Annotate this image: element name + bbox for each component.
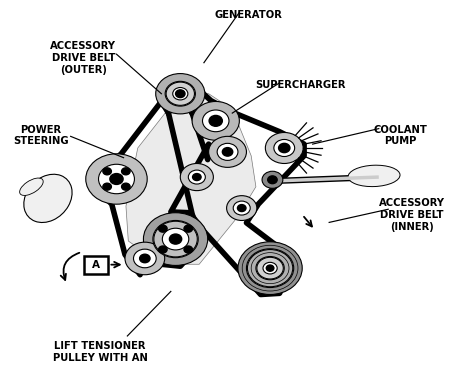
Ellipse shape — [24, 174, 72, 223]
Circle shape — [184, 246, 192, 253]
Circle shape — [140, 254, 150, 263]
Circle shape — [268, 176, 277, 184]
Circle shape — [227, 196, 257, 221]
Circle shape — [110, 173, 123, 184]
Ellipse shape — [19, 178, 43, 195]
Text: ACCESSORY
DRIVE BELT
(OUTER): ACCESSORY DRIVE BELT (OUTER) — [50, 41, 117, 75]
Circle shape — [188, 170, 205, 184]
Circle shape — [184, 225, 192, 232]
FancyBboxPatch shape — [84, 256, 109, 273]
Circle shape — [256, 256, 284, 280]
Circle shape — [144, 213, 208, 265]
Circle shape — [237, 205, 246, 212]
Circle shape — [217, 143, 238, 160]
Text: POWER
STEERING: POWER STEERING — [13, 125, 69, 146]
Circle shape — [202, 110, 229, 132]
Circle shape — [257, 257, 283, 279]
Circle shape — [166, 82, 194, 105]
Circle shape — [169, 234, 182, 244]
Circle shape — [222, 147, 233, 156]
Circle shape — [263, 262, 277, 274]
Circle shape — [192, 102, 239, 140]
Circle shape — [153, 221, 198, 258]
Text: SUPERCHARGER: SUPERCHARGER — [255, 80, 346, 90]
Circle shape — [122, 168, 130, 175]
Circle shape — [173, 88, 188, 100]
Circle shape — [122, 183, 130, 190]
Circle shape — [162, 228, 189, 250]
Circle shape — [238, 242, 302, 294]
Circle shape — [192, 173, 201, 180]
Polygon shape — [126, 94, 256, 264]
Circle shape — [154, 221, 197, 257]
Circle shape — [209, 116, 222, 126]
Text: COOLANT
PUMP: COOLANT PUMP — [373, 125, 427, 146]
Circle shape — [103, 168, 111, 175]
Text: GENERATOR: GENERATOR — [215, 11, 283, 20]
Circle shape — [99, 164, 135, 194]
Circle shape — [175, 90, 185, 98]
Circle shape — [233, 201, 250, 215]
Text: A: A — [92, 260, 100, 270]
Text: ACCESSORY
DRIVE BELT
(INNER): ACCESSORY DRIVE BELT (INNER) — [379, 198, 445, 231]
Text: LIFT TENSIONER
PULLEY WITH AN: LIFT TENSIONER PULLEY WITH AN — [53, 341, 147, 363]
Circle shape — [262, 171, 283, 188]
Circle shape — [274, 140, 295, 156]
Circle shape — [159, 246, 167, 253]
Circle shape — [156, 74, 205, 114]
Circle shape — [246, 249, 294, 287]
Circle shape — [209, 137, 246, 167]
Circle shape — [265, 133, 303, 163]
Circle shape — [266, 265, 274, 271]
Ellipse shape — [348, 165, 400, 187]
Circle shape — [134, 249, 156, 268]
Circle shape — [180, 163, 213, 191]
Circle shape — [159, 225, 167, 232]
Circle shape — [125, 242, 164, 275]
Circle shape — [279, 143, 290, 152]
Circle shape — [86, 154, 147, 204]
Circle shape — [165, 81, 195, 106]
Circle shape — [247, 249, 293, 287]
Circle shape — [103, 183, 111, 190]
